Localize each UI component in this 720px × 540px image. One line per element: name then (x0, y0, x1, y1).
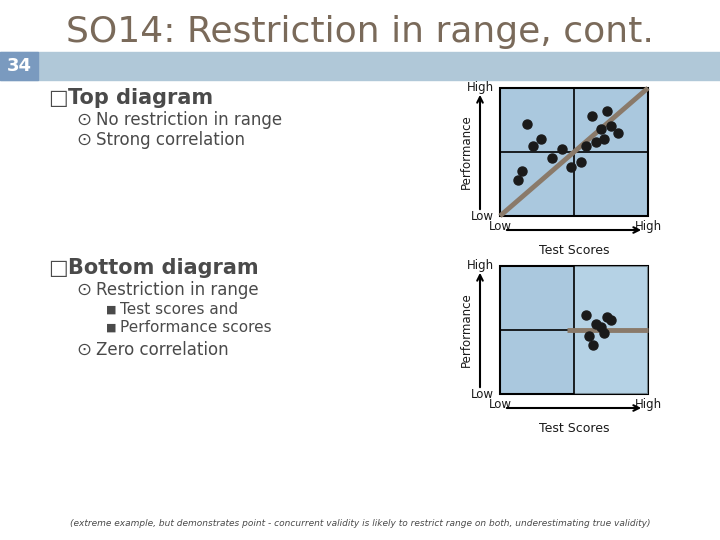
Text: High: High (467, 260, 494, 273)
Text: Strong correlation: Strong correlation (96, 131, 245, 149)
Text: Low: Low (488, 220, 511, 233)
Text: Performance scores: Performance scores (120, 321, 271, 335)
Text: Test Scores: Test Scores (539, 422, 609, 435)
Text: ⊙: ⊙ (76, 111, 91, 129)
Text: No restriction in range: No restriction in range (96, 111, 282, 129)
Text: □: □ (48, 258, 68, 278)
Text: Test scores and: Test scores and (120, 302, 238, 318)
Text: Top diagram: Top diagram (68, 88, 213, 108)
Text: Restriction in range: Restriction in range (96, 281, 258, 299)
Text: □: □ (48, 88, 68, 108)
Text: Low: Low (488, 398, 511, 411)
Text: Test Scores: Test Scores (539, 244, 609, 257)
Bar (574, 266, 648, 394)
Bar (0, 52, 720, 80)
Text: ⊙: ⊙ (76, 131, 91, 149)
Bar (500, 266, 648, 394)
Text: Low: Low (471, 388, 494, 401)
Text: Bottom diagram: Bottom diagram (68, 258, 258, 278)
Text: High: High (634, 220, 662, 233)
Text: Performance: Performance (459, 114, 472, 190)
Text: SO14: Restriction in range, cont.: SO14: Restriction in range, cont. (66, 15, 654, 49)
Text: ■: ■ (106, 305, 117, 315)
Text: Zero correlation: Zero correlation (96, 341, 229, 359)
Text: Performance: Performance (459, 293, 472, 367)
Text: (extreme example, but demonstrates point - concurrent validity is likely to rest: (extreme example, but demonstrates point… (70, 519, 650, 529)
Text: 34: 34 (6, 57, 32, 75)
Bar (0, 52, 38, 80)
Text: ⊙: ⊙ (76, 281, 91, 299)
Text: Low: Low (471, 210, 494, 222)
Text: ■: ■ (106, 323, 117, 333)
Text: High: High (634, 398, 662, 411)
Text: ⊙: ⊙ (76, 341, 91, 359)
Bar (500, 88, 648, 216)
Text: High: High (467, 82, 494, 94)
